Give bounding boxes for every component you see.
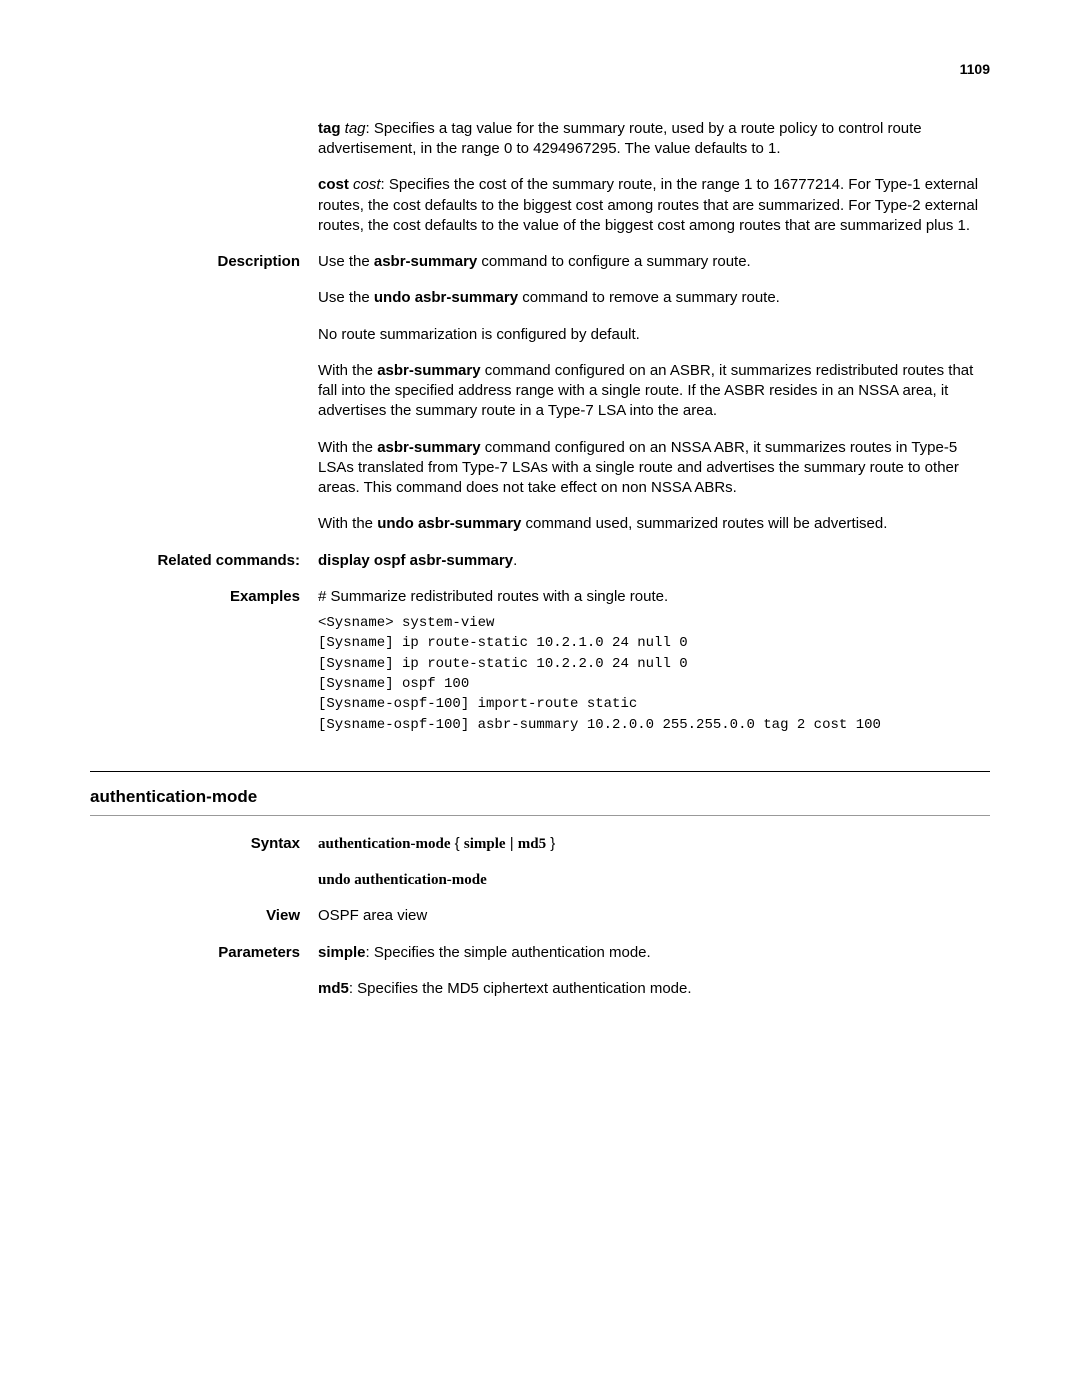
section-divider-top: authentication-mode xyxy=(90,771,990,816)
desc-p4-pre: With the xyxy=(318,362,377,379)
view-row: View OSPF area view xyxy=(90,906,990,926)
desc-p2-post: command to remove a summary route. xyxy=(518,289,780,306)
examples-label: Examples xyxy=(90,587,318,755)
syntax-line2-cmd: undo authentication-mode xyxy=(318,872,487,888)
section-heading: authentication-mode xyxy=(90,786,990,809)
syntax-line1-cmd: authentication-mode xyxy=(318,836,451,852)
section-divider-bottom: authentication-mode xyxy=(90,786,990,816)
param-tag: tag tag: Specifies a tag value for the s… xyxy=(318,119,990,160)
related-label: Related commands: xyxy=(90,551,318,571)
parameters-label: Parameters xyxy=(90,943,318,1000)
examples-intro: # Summarize redistributed routes with a … xyxy=(318,587,990,607)
page-number: 1109 xyxy=(90,60,990,79)
param-cost-name: cost xyxy=(318,176,349,193)
related-period: . xyxy=(513,552,517,569)
desc-p6-cmd: undo asbr-summary xyxy=(377,515,521,532)
examples-code: <Sysname> system-view [Sysname] ip route… xyxy=(318,613,990,735)
desc-p1-pre: Use the xyxy=(318,253,374,270)
param-tag-text: : Specifies a tag value for the summary … xyxy=(318,120,922,157)
param-simple-name: simple xyxy=(318,944,366,961)
desc-p1: Use the asbr-summary command to configur… xyxy=(318,252,990,272)
param-cost-text: : Specifies the cost of the summary rout… xyxy=(318,176,978,234)
empty-label xyxy=(90,119,318,236)
related-cmd: display ospf asbr-summary xyxy=(318,552,513,569)
param-md5-name: md5 xyxy=(318,980,349,997)
desc-p6: With the undo asbr-summary command used,… xyxy=(318,514,990,534)
param-simple: simple: Specifies the simple authenticat… xyxy=(318,943,990,963)
description-row: Description Use the asbr-summary command… xyxy=(90,252,990,535)
desc-p4: With the asbr-summary command configured… xyxy=(318,361,990,422)
desc-p3: No route summarization is configured by … xyxy=(318,325,990,345)
desc-p2-pre: Use the xyxy=(318,289,374,306)
desc-p6-pre: With the xyxy=(318,515,377,532)
param-md5: md5: Specifies the MD5 ciphertext authen… xyxy=(318,979,990,999)
view-label: View xyxy=(90,906,318,926)
param-simple-text: : Specifies the simple authentication mo… xyxy=(366,944,651,961)
param-tag-name: tag xyxy=(318,120,341,137)
desc-p5-pre: With the xyxy=(318,439,377,456)
syntax-opt1: simple xyxy=(464,836,506,852)
desc-p5: With the asbr-summary command configured… xyxy=(318,438,990,499)
desc-p1-post: command to configure a summary route. xyxy=(477,253,750,270)
syntax-row: Syntax authentication-mode { simple | md… xyxy=(90,834,990,891)
syntax-opt2: md5 xyxy=(518,836,546,852)
syntax-bar: | xyxy=(506,835,518,852)
description-label: Description xyxy=(90,252,318,535)
examples-row: Examples # Summarize redistributed route… xyxy=(90,587,990,755)
desc-p6-post: command used, summarized routes will be … xyxy=(521,515,887,532)
desc-p1-cmd: asbr-summary xyxy=(374,253,477,270)
syntax-label: Syntax xyxy=(90,834,318,891)
param-cost-var: cost xyxy=(353,176,381,193)
related-row: Related commands: display ospf asbr-summ… xyxy=(90,551,990,571)
desc-p5-cmd: asbr-summary xyxy=(377,439,480,456)
parameters-row: Parameters simple: Specifies the simple … xyxy=(90,943,990,1000)
param-tag-var: tag xyxy=(345,120,366,137)
view-text: OSPF area view xyxy=(318,906,990,926)
desc-p4-cmd: asbr-summary xyxy=(377,362,480,379)
syntax-brace-open: { xyxy=(451,835,464,852)
syntax-brace-close: } xyxy=(546,835,555,852)
param-cost: cost cost: Specifies the cost of the sum… xyxy=(318,175,990,236)
syntax-line1: authentication-mode { simple | md5 } xyxy=(318,834,990,854)
param-tag-row: tag tag: Specifies a tag value for the s… xyxy=(90,119,990,236)
param-md5-text: : Specifies the MD5 ciphertext authentic… xyxy=(349,980,692,997)
desc-p2-cmd: undo asbr-summary xyxy=(374,289,518,306)
syntax-line2: undo authentication-mode xyxy=(318,870,990,890)
desc-p2: Use the undo asbr-summary command to rem… xyxy=(318,288,990,308)
